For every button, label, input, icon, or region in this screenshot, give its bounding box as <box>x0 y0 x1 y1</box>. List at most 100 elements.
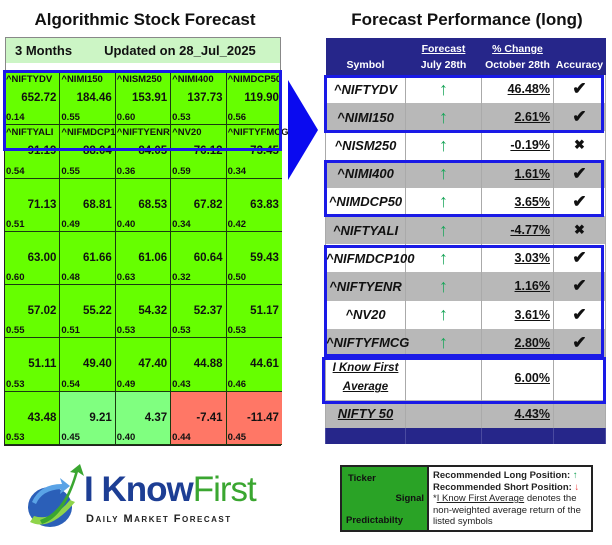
cell-predictability: 0.53 <box>6 378 25 390</box>
cell-predictability: 0.45 <box>227 432 247 444</box>
row-change: -4.77% <box>481 215 554 245</box>
row-change: 1.16% <box>481 272 554 301</box>
up-arrow-icon: ↑ <box>572 470 578 481</box>
index-change: 4.43% <box>481 399 554 429</box>
cell-signal: 67.82 <box>193 198 223 211</box>
cell-predictability: 0.40 <box>116 218 136 230</box>
cell-signal: 137.73 <box>187 92 223 104</box>
cell-ticker: ^NIMDCP50 <box>227 74 282 85</box>
forecast-header: 3 Months Updated on 28_Jul_2025 <box>5 37 281 71</box>
row-change: 2.80% <box>481 328 554 357</box>
heatmap-cell: 60.64 0.32 <box>171 231 227 286</box>
updated-label: Updated on 28_Jul_2025 <box>104 43 256 58</box>
heatmap-cell: ^NV20 76.12 0.59 <box>171 125 227 179</box>
cell-signal: 59.43 <box>250 251 279 264</box>
cell-signal: 153.91 <box>131 92 168 104</box>
cell-signal: 52.37 <box>193 305 223 318</box>
heatmap-cell: 9.21 0.45 <box>60 391 116 446</box>
checkmark-icon: ✔ <box>553 187 606 216</box>
cell-signal: 73.45 <box>250 145 279 158</box>
cell-predictability: 0.51 <box>61 325 80 337</box>
cell-predictability: 0.44 <box>172 432 191 444</box>
forecast-title: Algorithmic Stock Forecast <box>34 10 256 29</box>
forecast-up-arrow-icon: ↑ <box>405 187 482 216</box>
cell-predictability: 0.34 <box>227 165 247 177</box>
heatmap-cell: 54.32 0.53 <box>115 285 172 339</box>
cell-signal: 76.12 <box>193 145 223 158</box>
logo-tagline: Daily Market Forecast <box>86 513 232 525</box>
cross-icon: ✖ <box>553 215 606 245</box>
heatmap-cell: 61.66 0.48 <box>60 231 116 286</box>
heatmap-cell: -11.47 0.45 <box>226 391 282 446</box>
table-row: ^NIFTYALI ↑ -4.77% ✖ <box>325 215 606 245</box>
cell-signal: 4.37 <box>144 411 168 424</box>
row-change: 3.65% <box>481 187 554 216</box>
arrow-right-icon <box>288 80 318 180</box>
cell-predictability: 0.46 <box>227 378 247 390</box>
cell-ticker: ^NIFMDCP100 <box>61 127 127 139</box>
cell-ticker: ^NIMI400 <box>172 74 214 85</box>
cell-predictability: 0.53 <box>116 325 136 337</box>
cell-predictability: 0.42 <box>227 218 247 230</box>
heatmap-cell: 49.40 0.54 <box>60 338 116 392</box>
checkmark-icon: ✔ <box>553 328 606 357</box>
cell-predictability: 0.14 <box>6 112 25 124</box>
row-symbol: ^NIMI150 <box>325 103 406 132</box>
legend-predictability: Predictabilty <box>346 515 404 526</box>
row-symbol: ^NIMI400 <box>325 159 406 188</box>
cell-predictability: 0.55 <box>6 325 25 337</box>
table-row: ^NISM250 ↑ -0.19% ✖ <box>325 131 606 160</box>
forecast-up-arrow-icon: ↑ <box>405 75 482 104</box>
cell-signal: 184.46 <box>76 92 112 104</box>
heatmap-cell: 68.81 0.49 <box>60 178 116 232</box>
row-change: 2.61% <box>481 103 554 132</box>
cell-signal: 119.90 <box>244 92 279 104</box>
checkmark-icon: ✔ <box>553 103 606 132</box>
col-change: % Change October 28th <box>481 38 554 75</box>
cell-predictability: 0.56 <box>227 112 247 124</box>
cell-signal: 61.06 <box>138 251 168 264</box>
table-row: ^NIMDCP50 ↑ 3.65% ✔ <box>325 187 606 216</box>
cell-signal: 55.22 <box>83 305 112 318</box>
heatmap-cell: 68.53 0.40 <box>115 178 172 232</box>
heatmap-cell: 43.48 0.53 <box>5 391 61 446</box>
heatmap-cell: 51.17 0.53 <box>226 285 282 339</box>
checkmark-icon: ✔ <box>553 300 606 329</box>
period-label: 3 Months <box>15 43 73 58</box>
cell-predictability: 0.59 <box>172 165 191 177</box>
cell-signal: 91.19 <box>27 145 57 158</box>
cross-icon: ✖ <box>553 131 606 160</box>
heatmap-cell: ^NIFTYDV 652.72 0.14 <box>5 72 61 126</box>
heatmap-cell: 63.00 0.60 <box>5 231 61 286</box>
heatmap-cell: 47.40 0.49 <box>115 338 172 392</box>
cell-signal: 60.64 <box>193 251 223 264</box>
cell-predictability: 0.49 <box>116 378 136 390</box>
table-row: ^NIMI150 ↑ 2.61% ✔ <box>325 103 606 132</box>
row-symbol: ^NISM250 <box>325 131 406 160</box>
down-arrow-icon: ↓ <box>574 481 580 493</box>
cell-predictability: 0.53 <box>6 432 25 444</box>
average-row: I Know First Average 6.00% <box>325 356 606 400</box>
table-row: ^NIMI400 ↑ 1.61% ✔ <box>325 159 606 188</box>
cell-signal: 54.32 <box>138 305 168 318</box>
checkmark-icon: ✔ <box>553 159 606 188</box>
performance-title: Forecast Performance (long) <box>351 10 583 29</box>
legend-ticker: Ticker <box>348 473 376 484</box>
cell-ticker: ^NIFTYENR <box>116 127 170 139</box>
forecast-up-arrow-icon: ↑ <box>405 244 482 273</box>
heatmap-cell: -7.41 0.44 <box>171 391 227 446</box>
cell-ticker: ^NIMI150 <box>61 74 103 85</box>
heatmap-cell: 57.02 0.55 <box>5 285 61 339</box>
heatmap-cell: 67.82 0.34 <box>171 178 227 232</box>
legend-signal: Signal <box>395 493 424 504</box>
cell-signal: 51.11 <box>28 358 57 371</box>
cell-ticker: ^NIFTYALI <box>6 127 54 139</box>
row-change: 3.03% <box>481 244 554 273</box>
row-change: -0.19% <box>481 131 554 160</box>
forecast-up-arrow-icon: ↑ <box>405 328 482 357</box>
table-row: ^NIFTYENR ↑ 1.16% ✔ <box>325 272 606 301</box>
heatmap-cell: 63.83 0.42 <box>226 178 282 232</box>
cell-signal: 49.40 <box>83 358 112 371</box>
checkmark-icon: ✔ <box>553 272 606 301</box>
heatmap-cell: ^NISM250 153.91 0.60 <box>115 72 172 126</box>
